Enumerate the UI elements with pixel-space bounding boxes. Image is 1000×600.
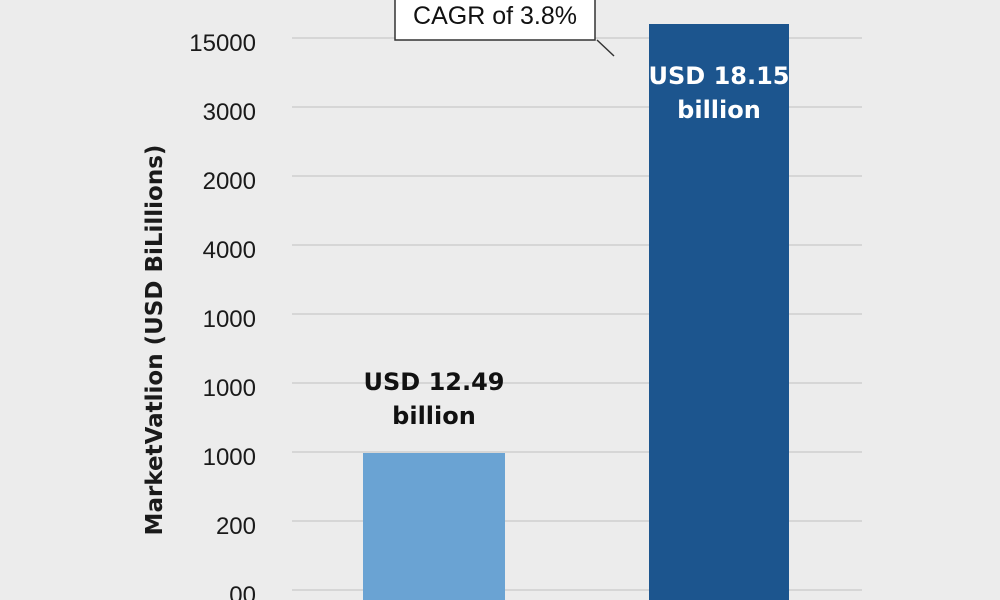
y-axis-label: MarketVatlion (USD BiLillions) — [142, 145, 168, 536]
y-tick-label: 15000 — [189, 30, 256, 57]
bar-2-data-label: billion — [677, 96, 761, 124]
y-tick-label: 3000 — [203, 99, 256, 126]
callout-text: CAGR of 3.8% — [413, 2, 577, 30]
y-tick-label: 200 — [216, 513, 256, 540]
callout-box — [394, 0, 596, 41]
y-tick-label: 1000 — [203, 306, 256, 333]
y-tick-label: 4000 — [203, 237, 256, 264]
data-labels: USD 12.49 billion USD 18.15 billion — [364, 62, 790, 430]
callout-pointer — [596, 39, 615, 57]
bar-1-data-label: billion — [392, 402, 476, 430]
bar-2-data-label: USD 18.15 — [649, 62, 790, 90]
bar-2 — [649, 24, 789, 600]
bar-1-data-label: USD 12.49 — [364, 368, 505, 396]
bar-layer — [363, 24, 789, 600]
bar-1 — [363, 453, 505, 600]
y-tick-label: 1000 — [203, 375, 256, 402]
cagr-callout: CAGR of 3.8% — [394, 0, 615, 57]
y-axis-ticks: 00 200 1000 1000 1000 4000 2000 3000 15000 — [189, 30, 256, 600]
y-tick-label: 2000 — [203, 168, 256, 195]
y-tick-label: 1000 — [203, 444, 256, 471]
y-tick-label: 00 — [229, 582, 256, 600]
